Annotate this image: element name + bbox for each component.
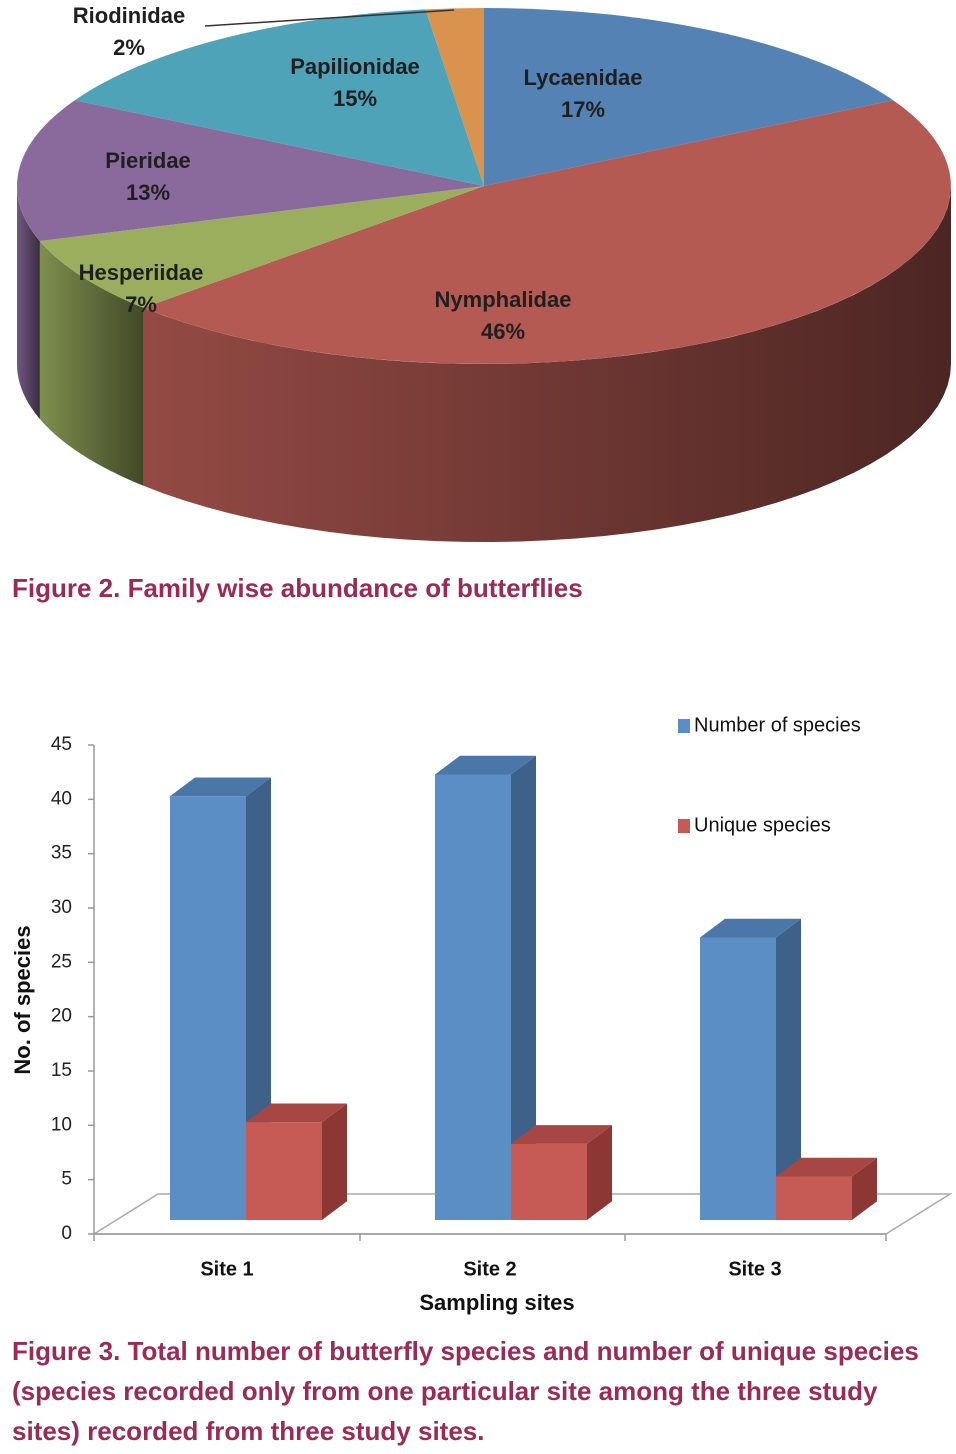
bar-top-unique-species-site-1 — [246, 1103, 347, 1123]
bar-side-number-of-species-site-2 — [511, 755, 536, 1220]
bar-top-unique-species-site-3 — [776, 1157, 877, 1177]
figure-2-caption: Figure 2. Family wise abundance of butte… — [12, 573, 583, 603]
bar-side-unique-species-site-1 — [322, 1103, 347, 1220]
pie-pct-lycaenidae: 17% — [561, 97, 605, 122]
pie-pct-papilionidae: 15% — [333, 86, 377, 111]
y-tick-label: 5 — [61, 1169, 72, 1190]
pie-label-lycaenidae: Lycaenidae — [523, 65, 642, 90]
y-tick-label: 45 — [51, 734, 72, 755]
pie-label-hesperiidae: Hesperiidae — [79, 260, 204, 285]
y-axis-title: No. of species — [10, 925, 35, 1074]
x-tick-label-site-1: Site 1 — [200, 1258, 253, 1280]
pie-slice-hesperiidae — [39, 186, 485, 308]
legend-label-unique-species: Unique species — [694, 814, 831, 836]
bar-chart: 0 5 10 15 20 25 30 35 40 45 Site 1 Site 2 Site 3 Samp… — [10, 714, 953, 1315]
pie-side-nymphalidae — [143, 186, 952, 542]
pie-slice-papilionidae — [74, 9, 485, 187]
pie-slice-lycaenidae — [484, 7, 894, 186]
pie-slice-pieridae — [17, 100, 484, 241]
bar-side-number-of-species-site-3 — [776, 918, 801, 1220]
y-tick-label: 40 — [51, 788, 72, 809]
pie-label-pieridae: Pieridae — [105, 148, 191, 173]
bar-unique-species-site-1 — [246, 1122, 322, 1220]
bar-number-of-species-site-3 — [700, 937, 776, 1220]
pie-pct-riodinidae: 2% — [113, 35, 145, 60]
bar-unique-species-site-3 — [776, 1176, 852, 1220]
bar-side-unique-species-site-2 — [587, 1125, 612, 1220]
bar-top-unique-species-site-2 — [511, 1125, 612, 1144]
riodinidae-leader-line — [204, 9, 455, 27]
bar-top-number-of-species-site-1 — [170, 777, 271, 797]
pie-side-pieridae — [17, 186, 40, 419]
bar-top-number-of-species-site-3 — [700, 918, 801, 938]
bar-side-unique-species-site-3 — [852, 1157, 877, 1220]
bar-top-number-of-species-site-2 — [435, 755, 536, 775]
x-axis-title: Sampling sites — [419, 1290, 574, 1315]
pie-label-papilionidae: Papilionidae — [290, 54, 420, 79]
pie-slice-riodinidae — [425, 7, 484, 186]
y-tick-label: 10 — [51, 1114, 72, 1135]
y-tick-label: 0 — [61, 1223, 72, 1244]
pie-chart: Lycaenidae 17% Nymphalidae 46% Hesperiidae 7%… — [17, 3, 952, 542]
pie-pct-nymphalidae: 46% — [481, 319, 525, 344]
pie-label-nymphalidae: Nymphalidae — [435, 287, 572, 312]
bar-number-of-species-site-2 — [435, 774, 511, 1220]
figure-3-caption: Figure 3. Total number of butterfly spec… — [12, 1336, 919, 1446]
legend-swatch-number-of-species — [678, 719, 690, 733]
x-tick-label-site-3: Site 3 — [728, 1258, 781, 1280]
x-tick-label-site-2: Site 2 — [463, 1258, 516, 1280]
legend-label-number-of-species: Number of species — [694, 714, 861, 736]
y-tick-label: 35 — [51, 843, 72, 864]
pie-side-hesperiidae — [39, 241, 144, 486]
pie-label-riodinidae: Riodinidae — [73, 3, 185, 28]
y-tick-label: 30 — [51, 897, 72, 918]
pie-pct-hesperiidae: 7% — [125, 292, 157, 317]
y-tick-label: 15 — [51, 1060, 72, 1081]
y-tick-label: 25 — [51, 951, 72, 972]
legend-swatch-unique-species — [678, 819, 690, 833]
pie-slice-nymphalidae — [143, 100, 951, 364]
y-tick-label: 20 — [51, 1006, 72, 1027]
pie-pct-pieridae: 13% — [126, 180, 170, 205]
bar-unique-species-site-2 — [511, 1143, 587, 1220]
bar-number-of-species-site-1 — [170, 796, 246, 1220]
